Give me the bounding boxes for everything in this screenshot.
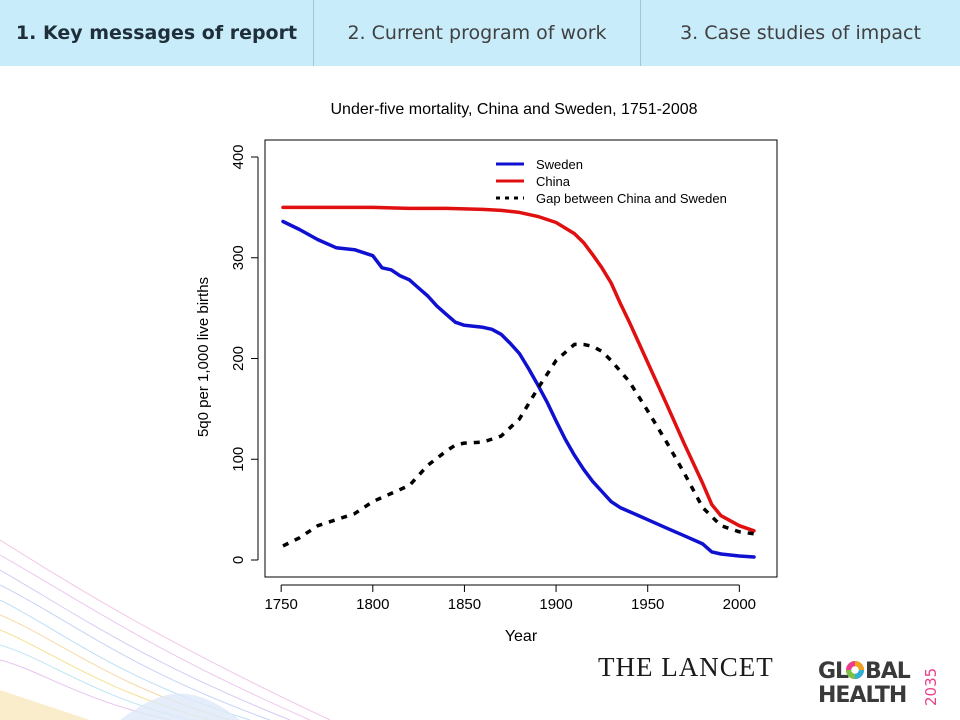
- decorative-wave: [0, 539, 331, 720]
- tab-bar: 1. Key messages of report 2. Current pro…: [0, 0, 960, 66]
- gh-year: 2035: [922, 668, 940, 706]
- x-axis: 1750 1800 1850 1900 1950 2000: [264, 584, 756, 613]
- series-line-sweden: [281, 219, 756, 559]
- tab-current-program[interactable]: 2. Current program of work: [313, 0, 640, 66]
- y-tick-label: 300: [230, 245, 247, 270]
- mortality-chart: Under-five mortality, China and Sweden, …: [195, 101, 778, 645]
- gh-line1: GL: [818, 659, 849, 684]
- y-tick-label: 400: [230, 144, 247, 169]
- y-tick-label: 100: [230, 447, 247, 472]
- x-tick-label: 1750: [264, 596, 297, 613]
- series-lines: [281, 205, 756, 559]
- chart-title: Under-five mortality, China and Sweden, …: [330, 101, 697, 118]
- legend-label: Gap between China and Sweden: [536, 191, 727, 206]
- gh-line1-rest: BAL: [865, 659, 911, 684]
- legend: Sweden China Gap between China and Sweden: [496, 157, 727, 206]
- tab-key-messages[interactable]: 1. Key messages of report: [15, 22, 298, 44]
- x-tick-label: 1850: [448, 596, 481, 613]
- x-tick-label: 1950: [631, 596, 664, 613]
- gh-colorful-o: [846, 661, 864, 679]
- x-tick-label: 1900: [539, 596, 572, 613]
- tab-case-studies[interactable]: 3. Case studies of impact: [640, 0, 960, 66]
- x-tick-label: 2000: [723, 596, 756, 613]
- x-axis-label: Year: [505, 628, 538, 645]
- y-axis-label: 5q0 per 1,000 live births: [195, 277, 212, 437]
- y-tick-label: 200: [230, 346, 247, 371]
- series-line-china: [281, 205, 756, 533]
- legend-label: China: [536, 174, 571, 189]
- y-axis: 0 100 200 300 400: [230, 144, 259, 564]
- lancet-logo: THE LANCET: [598, 652, 774, 682]
- legend-label: Sweden: [536, 157, 583, 172]
- plot-frame: [264, 139, 778, 578]
- gh-line2: HEALTH: [818, 683, 906, 708]
- x-tick-label: 1800: [356, 596, 389, 613]
- global-health-2035-logo: GL BAL HEALTH 2035: [818, 659, 940, 708]
- y-tick-label: 0: [230, 556, 247, 564]
